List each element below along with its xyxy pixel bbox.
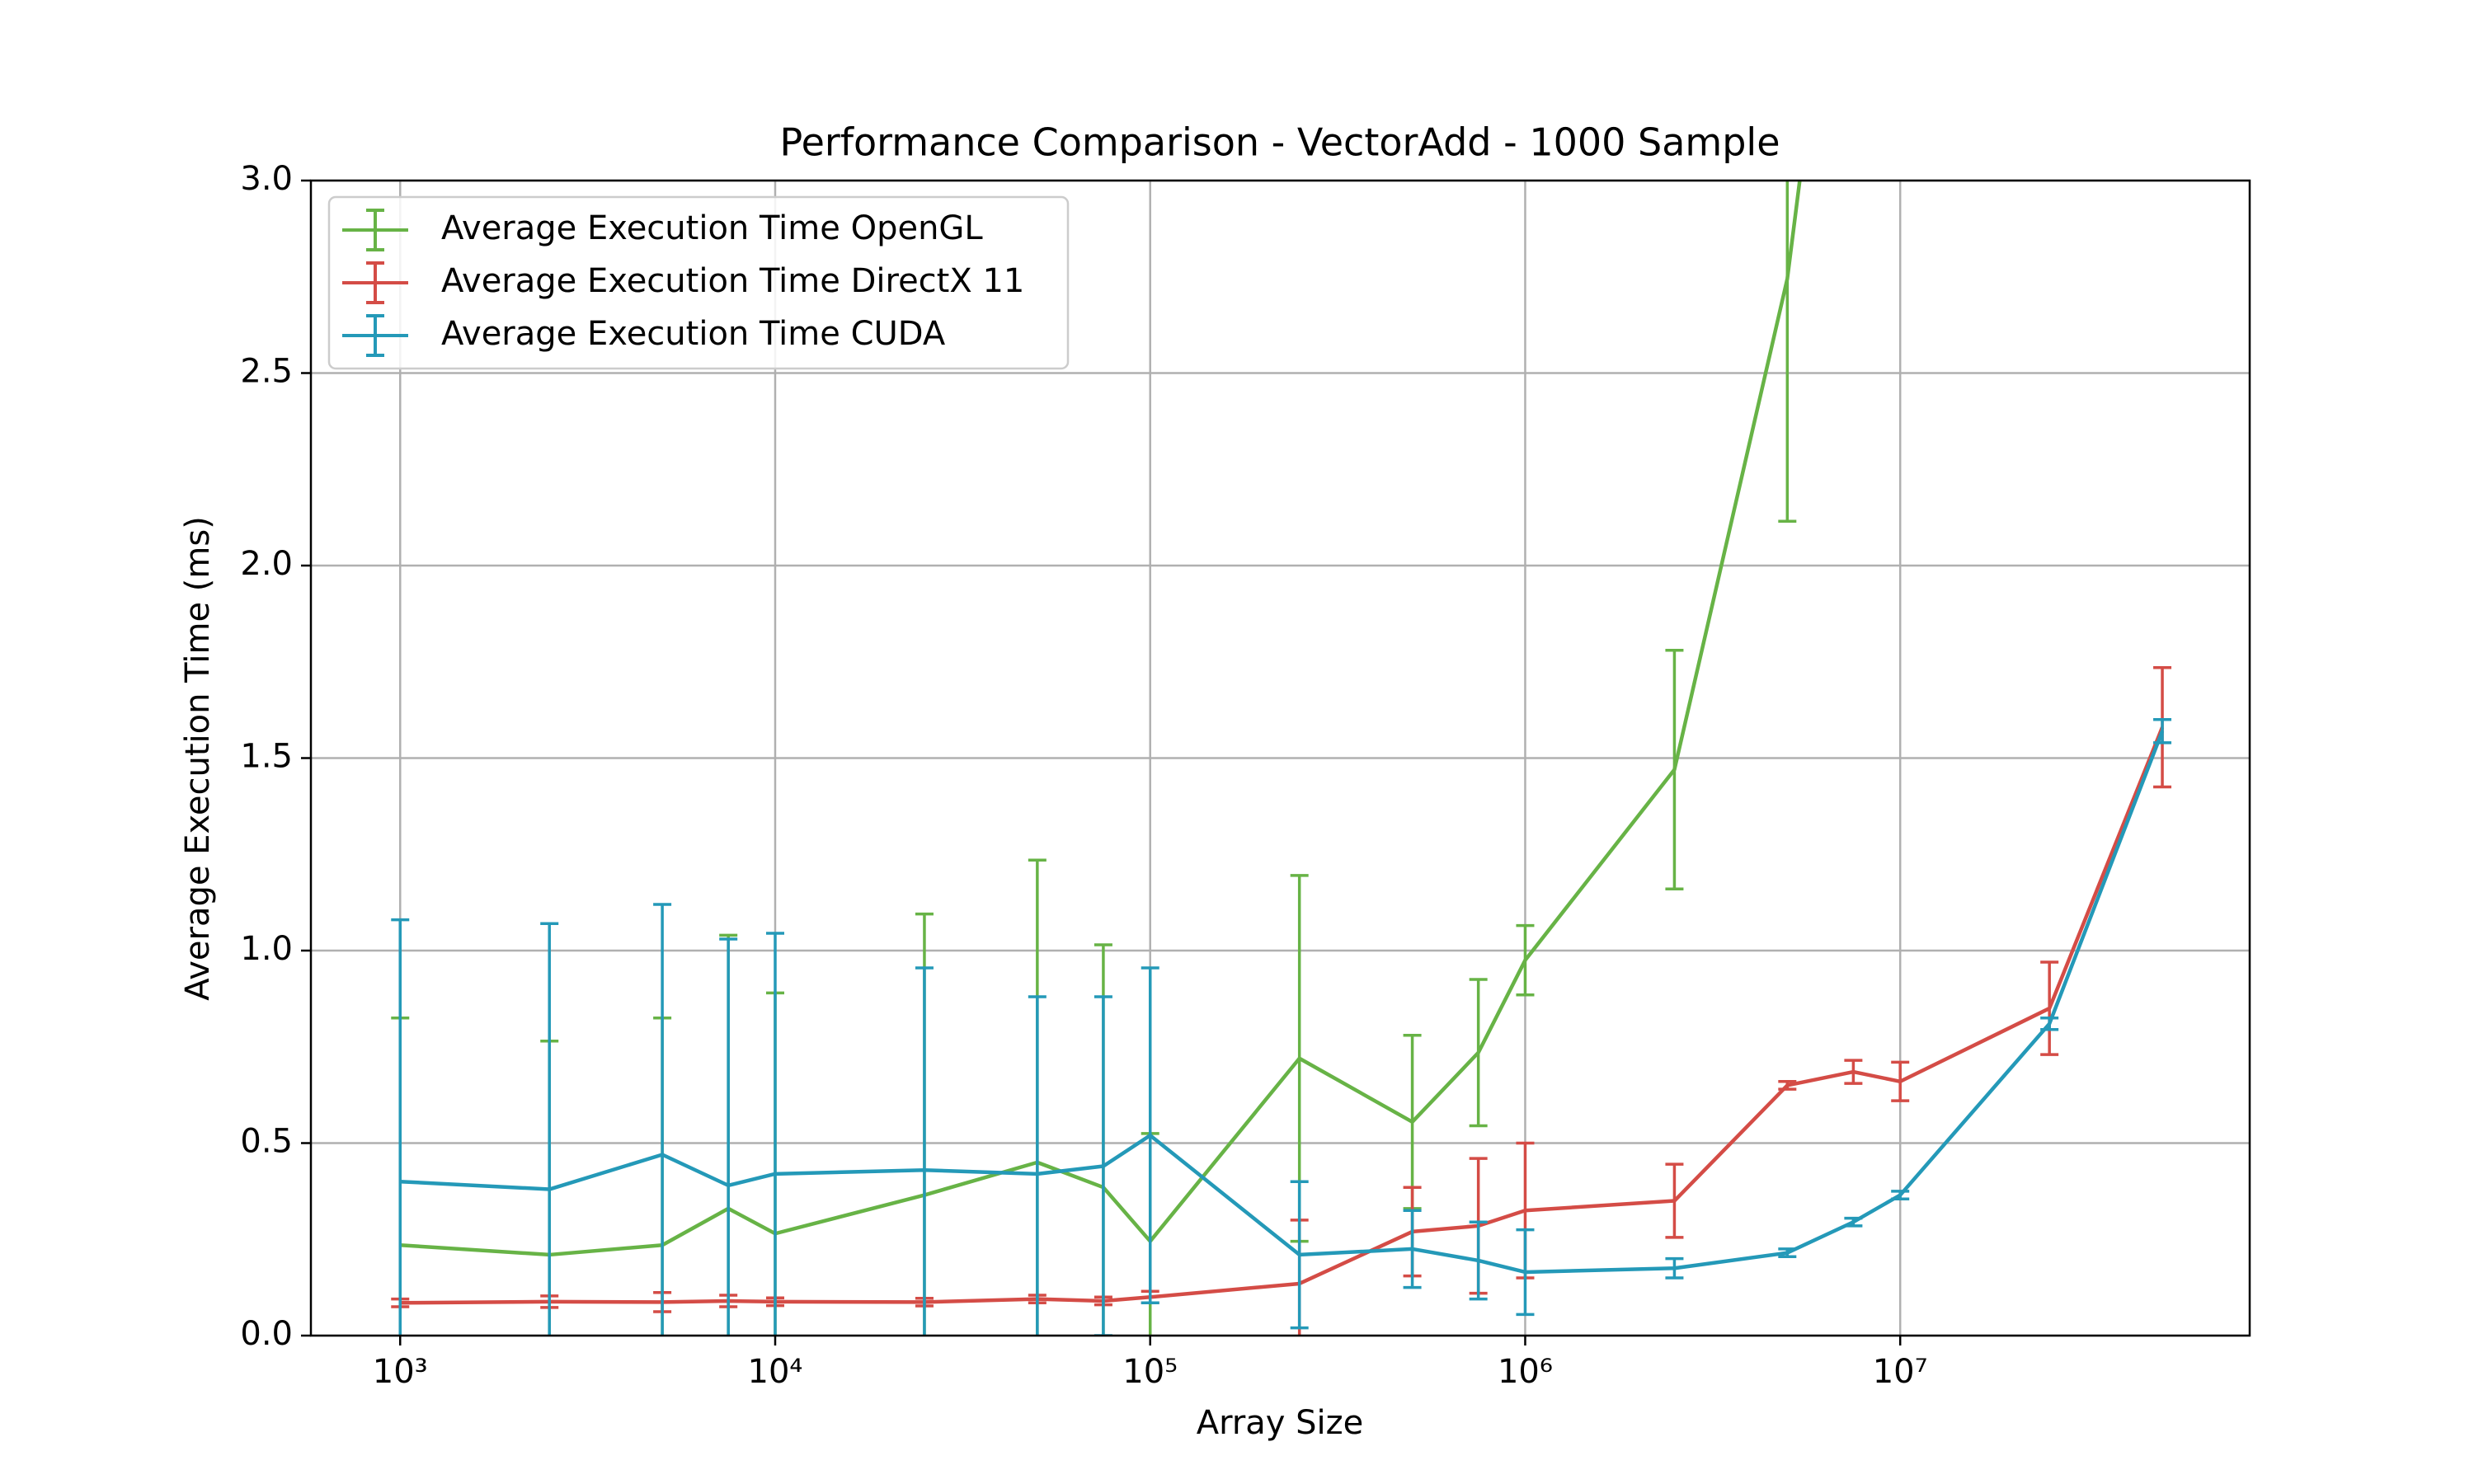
legend-label: Average Execution Time CUDA <box>441 315 946 353</box>
y-tick-label: 1.5 <box>240 738 293 776</box>
y-tick-label: 0.5 <box>240 1123 293 1161</box>
y-tick-label: 1.0 <box>240 930 293 968</box>
chart-title: Performance Comparison - VectorAdd - 100… <box>779 120 1780 165</box>
legend-box <box>327 195 1070 370</box>
x-tick-label: 10⁵ <box>1122 1353 1178 1391</box>
legend: Average Execution Time OpenGL Average Exe… <box>327 195 1070 370</box>
series-line <box>400 181 1802 1257</box>
series-line <box>400 726 2165 1305</box>
x-axis-label: Array Size <box>1197 1404 1364 1442</box>
y-tick-label: 2.5 <box>240 353 293 391</box>
series-line <box>400 730 2165 1275</box>
legend-label: Average Execution Time OpenGL <box>441 209 983 247</box>
legend-swatch <box>342 209 408 251</box>
y-tick-label: 2.0 <box>240 545 293 583</box>
legend-swatch <box>342 261 408 304</box>
legend-label: Average Execution Time DirectX 11 <box>441 262 1024 300</box>
y-tick-label: 0.0 <box>240 1315 293 1353</box>
plot-area <box>391 181 2172 1336</box>
axes: 0.0 0.5 1.0 1.5 2.0 2.5 3.0 10³ 10⁴ 10⁵ 10⁶ 10⁷ <box>240 160 1927 1391</box>
legend-swatch <box>342 314 408 357</box>
x-tick-label: 10³ <box>373 1353 428 1391</box>
x-tick-label: 10⁷ <box>1873 1353 1928 1391</box>
y-tick-label: 3.0 <box>240 160 293 198</box>
x-tick-label: 10⁶ <box>1498 1353 1553 1391</box>
y-axis-label: Average Execution Time (ms) <box>179 516 217 1001</box>
x-tick-label: 10⁴ <box>748 1353 803 1391</box>
